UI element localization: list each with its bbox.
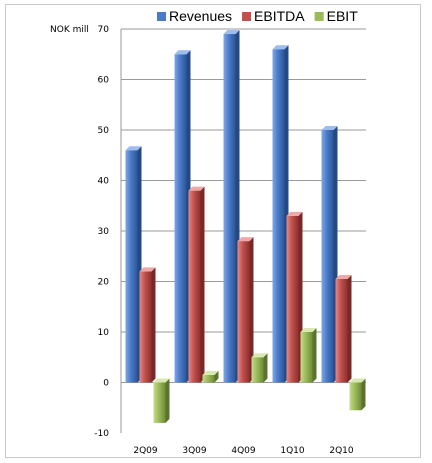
bar-ebit-3q09 (203, 371, 219, 383)
bar-face (154, 383, 166, 423)
bar-ebitda-4q09 (238, 237, 254, 382)
x-tick-label: 2Q10 (329, 446, 354, 456)
y-tick-label: 50 (98, 126, 110, 136)
bar-face (273, 49, 285, 382)
y-tick-label: 70 (98, 25, 110, 35)
legend: Revenues EBITDA EBIT (157, 8, 358, 24)
y-tick-label: 20 (98, 278, 110, 288)
bar-face (287, 216, 299, 383)
bar-face (252, 357, 264, 382)
bar-face (350, 383, 362, 411)
bar-face (203, 375, 215, 383)
bar-side (362, 379, 366, 411)
bar-side (313, 328, 317, 383)
x-tick-label: 4Q09 (231, 446, 256, 456)
bar-side (166, 379, 170, 423)
y-tick-label: 60 (98, 76, 110, 86)
y-tick-label: 10 (98, 328, 110, 338)
y-tick-label: 40 (98, 177, 110, 187)
legend-item-ebitda: EBITDA (242, 8, 305, 24)
x-tick-label: 3Q09 (182, 446, 207, 456)
bar-face (175, 54, 187, 382)
x-tick-label: 1Q10 (280, 446, 305, 456)
bar-ebit-2q10 (350, 379, 366, 411)
bar-face (126, 150, 138, 382)
y-tick-label: 30 (98, 227, 110, 237)
legend-label: Revenues (169, 8, 232, 24)
bar-face (336, 279, 348, 383)
legend-item-ebit: EBIT (315, 8, 359, 24)
bar-ebitda-1q10 (287, 212, 303, 383)
bar-revenues-2q09 (126, 146, 142, 382)
legend-swatch (242, 12, 251, 21)
bar-face (301, 332, 313, 383)
legend-label: EBITDA (254, 8, 305, 24)
bar-ebitda-2q10 (336, 275, 352, 383)
bar-ebitda-2q09 (140, 267, 156, 382)
y-tick-label: -10 (94, 429, 109, 439)
bars (126, 30, 366, 423)
bar-face (140, 271, 152, 382)
bar-face (189, 191, 201, 383)
bar-revenues-1q10 (273, 45, 289, 382)
y-unit-label: NOK mill (50, 25, 89, 35)
bar-ebit-2q09 (154, 379, 170, 423)
legend-swatch (157, 12, 166, 21)
bar-ebit-4q09 (252, 353, 268, 382)
bar-side (201, 187, 205, 383)
bar-face (224, 34, 236, 382)
bar-side (264, 353, 268, 382)
legend-swatch (315, 12, 324, 21)
bar-face (238, 241, 250, 382)
bar-revenues-3q09 (175, 50, 191, 382)
bar-face (322, 130, 334, 383)
x-tick-label: 2Q09 (133, 446, 158, 456)
bar-side (348, 275, 352, 383)
legend-item-revenues: Revenues (157, 8, 232, 24)
y-tick-label: 0 (103, 379, 109, 389)
legend-label: EBIT (327, 8, 359, 24)
bar-ebit-1q10 (301, 328, 317, 383)
bar-side (152, 267, 156, 382)
bar-revenues-2q10 (322, 126, 338, 383)
bar-ebitda-3q09 (189, 187, 205, 383)
bar-revenues-4q09 (224, 30, 240, 382)
